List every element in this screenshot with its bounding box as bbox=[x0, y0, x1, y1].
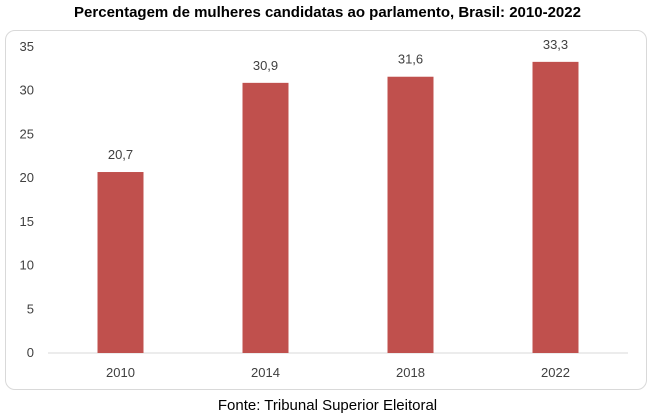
bar bbox=[387, 76, 434, 354]
y-tick-label: 30 bbox=[20, 83, 34, 98]
bar-chart: 0 5 10 15 20 25 30 35 20,7 2010 30,9 2014 31,6 2018 33… bbox=[20, 37, 628, 380]
data-label: 31,6 bbox=[398, 52, 423, 67]
data-label: 33,3 bbox=[543, 37, 568, 52]
chart-title: Percentagem de mulheres candidatas ao pa… bbox=[74, 4, 581, 21]
y-tick-label: 15 bbox=[20, 214, 34, 229]
y-tick-label: 0 bbox=[27, 345, 34, 360]
y-tick-label: 25 bbox=[20, 126, 34, 141]
bar bbox=[532, 61, 579, 354]
y-tick-label: 20 bbox=[20, 170, 34, 185]
x-tick-label: 2010 bbox=[106, 365, 135, 380]
bar bbox=[97, 172, 144, 353]
data-label: 30,9 bbox=[253, 58, 278, 73]
source-caption: Fonte: Tribunal Superior Eleitoral bbox=[217, 397, 438, 414]
x-tick-label: 2018 bbox=[396, 365, 425, 380]
y-tick-label: 5 bbox=[27, 301, 34, 316]
x-tick-label: 2014 bbox=[251, 365, 280, 380]
bar bbox=[242, 82, 289, 354]
x-tick-label: 2022 bbox=[541, 365, 570, 380]
y-tick-label: 10 bbox=[20, 258, 34, 273]
data-label: 20,7 bbox=[108, 147, 133, 162]
y-tick-label: 35 bbox=[20, 39, 34, 54]
